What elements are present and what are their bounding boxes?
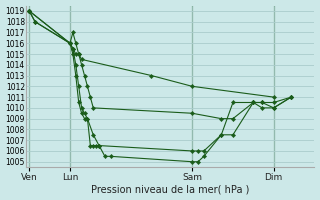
X-axis label: Pression niveau de la mer( hPa ): Pression niveau de la mer( hPa ) — [91, 184, 250, 194]
